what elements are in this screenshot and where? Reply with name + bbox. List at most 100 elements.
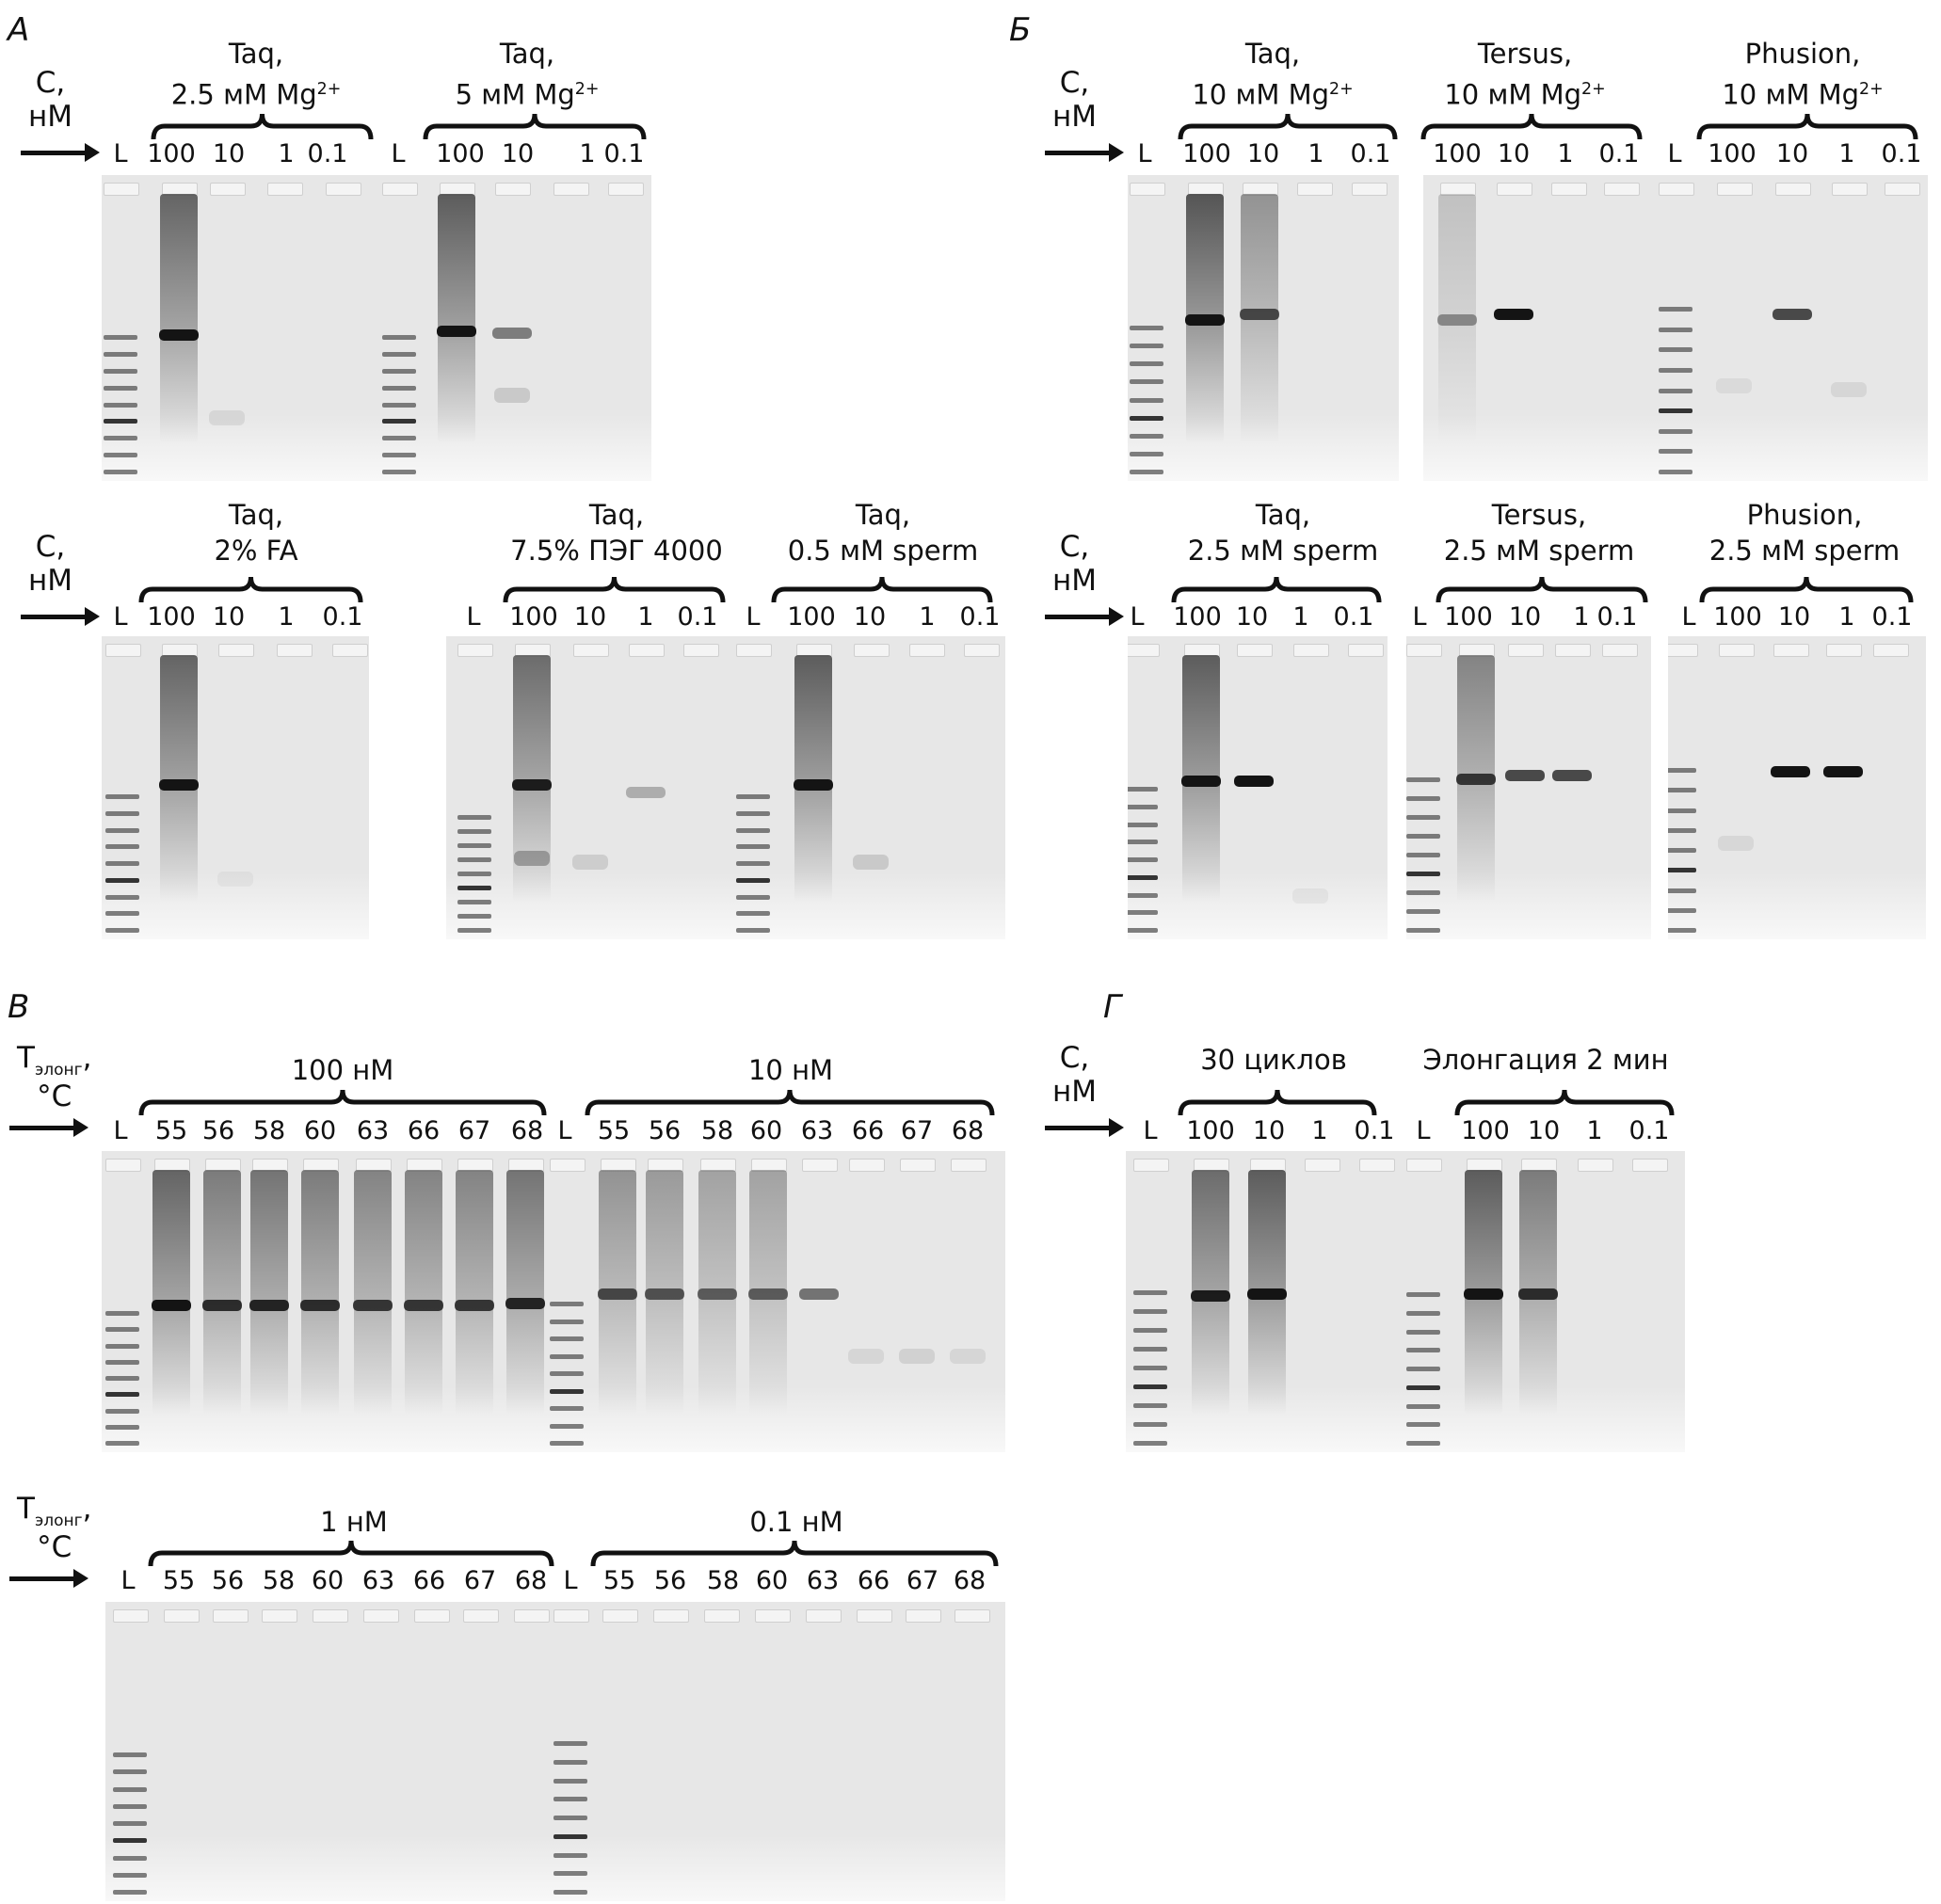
ladder-band [736,861,770,866]
lanes-v1-lane-0: L [113,1116,128,1145]
lanes-v2-lane-7: 67 [900,1116,934,1145]
gel-well [363,1609,399,1623]
ladder-band [553,1833,587,1839]
gel-b5 [1406,636,1651,939]
gel-well [332,644,368,657]
ladder-band [457,928,491,933]
lanes-a1-lane-8: 1 [579,139,596,168]
ladder-band [382,385,416,391]
gel-smear [152,1170,190,1415]
ladder-band [1130,326,1163,330]
gel-band-low [950,1349,986,1364]
ladder-band [550,1423,584,1429]
gel-band [437,326,476,337]
lanes-v1-lane-7: 67 [457,1116,491,1145]
gel-b4 [1128,636,1388,939]
ladder-band [104,436,137,441]
ladder-band [1133,1347,1167,1352]
gel-band [1771,766,1810,777]
axis-temp-v1: Tэлонг, °C [17,1041,92,1113]
lanes-a45-lane-8: 1 [919,602,936,632]
lanes-b1-lane-0: L [1137,139,1152,168]
ladder-band [105,894,139,900]
lanes-b1-lane-6: 10 [1497,139,1531,168]
group-title-a1: Taq, 2.5 мМ Mg2+ [170,38,342,111]
lanes-v2-lane-3: 58 [700,1116,734,1145]
lanes-v4-lane-6: 66 [857,1566,890,1595]
lanes-b5-lane-4: 0.1 [1596,602,1638,632]
gel-well [1659,183,1694,196]
ladder-band [736,827,770,833]
gel-a3 [102,636,369,939]
ladder-band [1406,815,1440,820]
ladder-band [105,861,139,866]
gel-band [1191,1290,1230,1302]
gel-well [1243,183,1278,196]
gel-b1 [1128,175,1399,481]
ladder-band [550,1441,584,1446]
gel-band [1234,776,1274,787]
ladder-band [1659,428,1692,434]
gel-band-low [1292,888,1328,904]
ladder-band [105,1327,139,1333]
brace-v3 [148,1540,554,1567]
lanes-b1-lane-2: 10 [1246,139,1280,168]
gel-well [1832,183,1868,196]
ladder-band [553,1778,587,1784]
ladder-band [553,1797,587,1802]
lanes-a2-lane-3: 1 [278,602,295,632]
brace-g2 [1454,1089,1675,1116]
gel-smear [160,194,198,443]
lanes-g-lane-8: 1 [1586,1116,1603,1145]
lanes-v3-lane-4: 60 [311,1566,345,1595]
ladder-band [457,815,491,820]
group-title-b2: Tersus, 10 мМ Mg2+ [1444,38,1606,111]
gel-v12 [102,1151,1005,1452]
axis-temp-v2-arrow [9,1569,88,1588]
lanes-v4-lane-8: 68 [953,1566,987,1595]
ladder-band [1406,909,1440,914]
brace-a1 [151,113,374,140]
ladder-band [1133,1403,1167,1408]
ladder-band [105,1343,139,1349]
ladder-band [105,1376,139,1381]
lanes-a45-lane-4: 0.1 [677,602,718,632]
ladder-band [1659,408,1692,414]
gel-smear [405,1170,442,1415]
ladder-band [1130,379,1163,385]
lanes-g-lane-4: 0.1 [1354,1116,1395,1145]
lanes-b1-lane-9: L [1667,139,1682,168]
gel-smear [354,1170,392,1415]
ladder-band [736,844,770,850]
gel-smear [438,194,475,443]
brace-b4 [1171,576,1382,603]
lanes-v4-lane-1: 55 [602,1566,636,1595]
lanes-a1-lane-7: 10 [501,139,535,168]
gel-front-glow [1128,872,1388,939]
ladder-band [113,1855,147,1861]
brace-a4 [503,576,726,603]
gel-band [1247,1288,1287,1300]
lanes-b5-lane-2: 10 [1508,602,1542,632]
ladder-band [105,1424,139,1430]
group-title-v1: 100 нМ [291,1054,394,1086]
gel-well [1632,1159,1668,1172]
ladder-band [1406,1403,1440,1409]
ladder-band [104,402,137,408]
group-title-v4: 0.1 нМ [749,1506,843,1538]
ladder-band [1659,307,1692,312]
group-title-v3: 1 нМ [320,1506,388,1538]
gel-well [1717,183,1753,196]
gel-well [1128,644,1160,657]
ladder-band [1406,1384,1440,1390]
ladder-band [1659,327,1692,332]
lanes-b1-lane-10: 100 [1708,139,1757,168]
lanes-a2-lane-1: 100 [147,602,196,632]
ladder-band [104,470,137,474]
ladder-band [113,1838,147,1844]
gel-band-low [1831,382,1867,397]
ladder-band [553,1890,587,1895]
lanes-a1-lane-3: 1 [278,139,295,168]
group-title-a4: Taq, 7.5% ПЭГ 4000 [510,499,723,567]
ladder-band [105,877,139,883]
